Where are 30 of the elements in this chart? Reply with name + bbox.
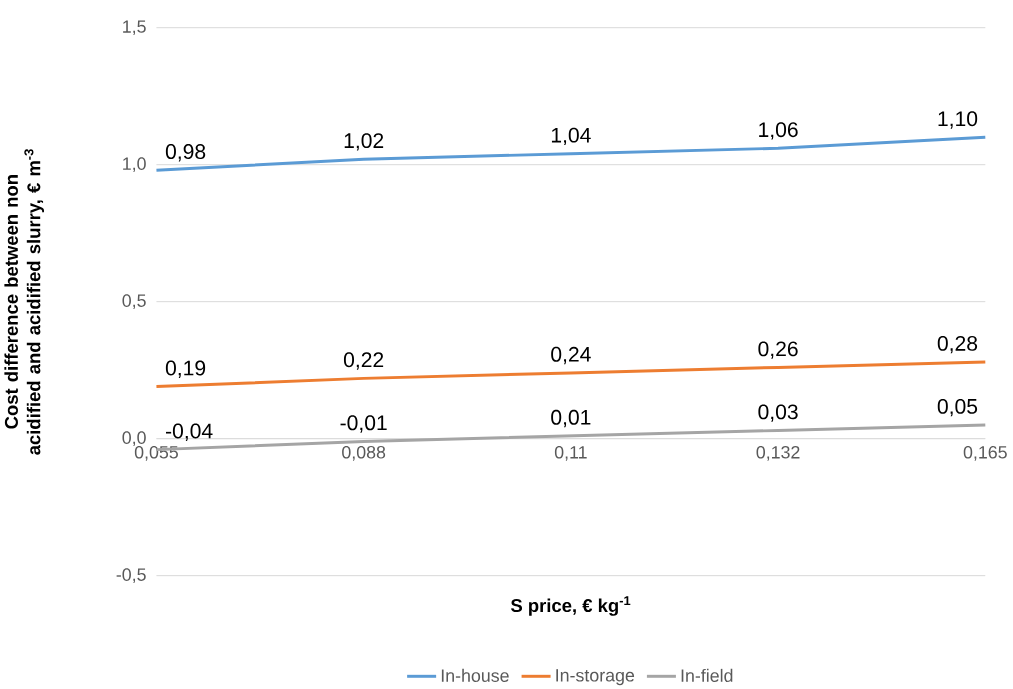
- y-axis-title: Cost difference between non acidified and acidified slurry, € m$^{-3}$: [4, 149, 45, 455]
- y-tick-label: 1,5: [123, 20, 146, 35]
- x-axis-title: S price, € kg$^{-1}$: [510, 596, 631, 616]
- x-tick-label: 0,165: [963, 445, 1007, 461]
- data-label: 0,19: [165, 360, 206, 378]
- data-label: 0,01: [551, 409, 591, 428]
- legend-label: In-house: [441, 668, 509, 682]
- y-tick-label: 0,5: [122, 294, 146, 310]
- data-label: -0,04: [165, 423, 213, 441]
- data-label: 0,26: [758, 341, 798, 359]
- x-tick-label: 0,132: [756, 445, 800, 461]
- data-label: 0,05: [937, 398, 978, 417]
- data-label: 0,22: [343, 352, 384, 370]
- data-label: 0,24: [551, 346, 591, 365]
- data-label: 1,06: [759, 122, 798, 140]
- legend-label: In-field: [681, 668, 733, 682]
- data-label: 1,10: [938, 111, 978, 129]
- x-tick-label: 0,088: [342, 445, 386, 461]
- data-label: 0,28: [937, 335, 978, 354]
- data-label: 1,04: [551, 127, 591, 146]
- y-tick-label: 1,0: [123, 157, 146, 173]
- data-label: 0,98: [165, 144, 206, 162]
- x-tick-label: 0,055: [134, 445, 178, 461]
- data-label: 1,02: [344, 133, 384, 151]
- legend-label: In-storage: [556, 669, 635, 686]
- y-tick-label: 0,0: [122, 431, 146, 447]
- y-tick-label: -0,5: [116, 568, 146, 583]
- data-label: -0,01: [340, 415, 387, 433]
- x-tick-label: 0,11: [554, 445, 587, 461]
- data-label: 0,03: [758, 404, 798, 422]
